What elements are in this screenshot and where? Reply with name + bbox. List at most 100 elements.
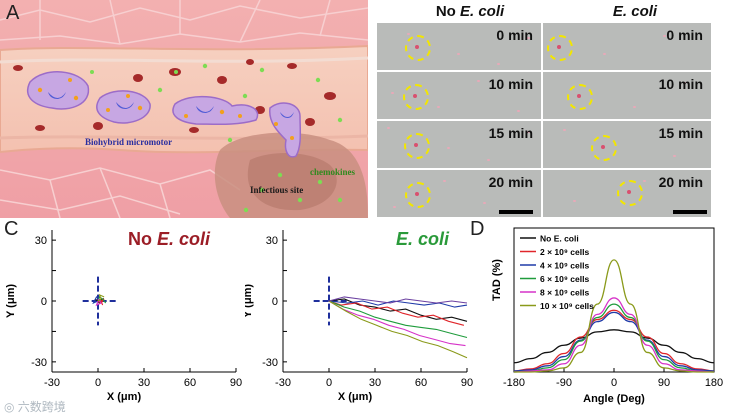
panel-c-letter: C	[4, 218, 19, 240]
panel-d-letter: D	[470, 218, 485, 240]
y-axis-label: TAD (%)	[491, 259, 503, 301]
x-tick-label: 60	[415, 377, 427, 389]
trajectory-track-4	[97, 296, 107, 304]
y-tick-label: -30	[262, 357, 278, 369]
scale-bar	[673, 210, 707, 214]
column-header-ecoli: E. coli	[575, 3, 695, 20]
tad-plot: -180 -90 0 90 180 Angle (Deg) TAD (%) No E. col…	[491, 227, 723, 405]
frame-no-ecoli-15: 15 min	[376, 120, 542, 169]
plot-title-ecoli: E. coli	[396, 229, 449, 250]
micromotor-cell	[415, 45, 419, 49]
plot-title-no-em: E. coli	[157, 229, 211, 249]
y-tick-label: 0	[272, 296, 278, 308]
panel-a: A Biohybrid micromotor chemokines Infect…	[0, 0, 369, 219]
x-tick-label: 90	[230, 377, 242, 389]
trajectory-track-5	[95, 298, 102, 307]
column-header-no-em: E. coli	[459, 3, 505, 20]
tad-curve-10-10-cells	[513, 259, 714, 373]
tad-curve-2-10-cells	[513, 309, 715, 372]
trajectory-track-2	[328, 300, 465, 326]
x-tick-label: 30	[369, 377, 381, 389]
x-axis-label: Angle (Deg)	[583, 393, 645, 405]
x-tick-label: 180	[705, 377, 723, 389]
tad-curve-6-10-cells	[513, 303, 715, 373]
x-tick-label: 60	[184, 377, 196, 389]
time-label: 15 min	[488, 125, 533, 141]
micromotor-cell	[557, 45, 561, 49]
trajectory-track-6	[97, 293, 105, 302]
x-tick-label: 0	[326, 377, 332, 389]
micromotor-cell	[601, 145, 605, 149]
legend-label: 6 × 10⁹ cells	[540, 274, 589, 284]
legend-label: 8 × 10⁹ cells	[540, 288, 589, 298]
tracking-ring	[405, 182, 431, 208]
x-axis-label: X (μm)	[338, 391, 373, 403]
tracking-ring	[591, 135, 617, 161]
frame-no-ecoli-10: 10 min	[376, 71, 542, 120]
micromotor-cell	[577, 94, 581, 98]
time-label: 20 min	[488, 174, 533, 190]
scale-bar	[499, 210, 533, 214]
micromotor-cell	[627, 190, 631, 194]
time-label: 20 min	[658, 174, 703, 190]
y-tick-label: -30	[31, 357, 47, 369]
panel-b: B No E. coli E. coli 0 min 10 min 15 min…	[370, 0, 730, 218]
frame-ecoli-0: 0 min	[542, 22, 712, 71]
frame-ecoli-10: 10 min	[542, 71, 712, 120]
x-tick-label: -180	[503, 377, 525, 389]
trajectory-track-5	[328, 300, 466, 347]
x-tick-label: 90	[461, 377, 473, 389]
micromotor-label: Biohybrid micromotor	[85, 137, 173, 147]
y-tick-label: 0	[41, 296, 47, 308]
tracking-ring	[405, 35, 431, 61]
panel-a-letter: A	[6, 2, 20, 24]
legend-label: 10 × 10⁹ cells	[540, 301, 594, 311]
tad-curve-No-E-coli	[513, 329, 715, 364]
trajectory-track-7	[328, 296, 468, 304]
x-tick-label: 0	[95, 377, 101, 389]
x-tick-label: 30	[138, 377, 150, 389]
micromotor-cell	[415, 192, 419, 196]
trajectory-track-6	[328, 300, 468, 359]
y-axis-label: Y (μm)	[245, 284, 254, 318]
y-tick-label: 30	[266, 235, 278, 247]
plot-title-no-prefix: No	[128, 229, 157, 249]
column-header-no-prefix: No	[435, 3, 460, 20]
blood-vessel-illustration	[0, 0, 369, 219]
frame-no-ecoli-0: 0 min	[376, 22, 542, 71]
time-label: 0 min	[666, 27, 703, 43]
frame-ecoli-15: 15 min	[542, 120, 712, 169]
x-tick-label: -30	[44, 377, 60, 389]
tracking-ring	[403, 84, 429, 110]
trajectory-track-4	[328, 300, 468, 339]
tracking-ring	[404, 133, 430, 159]
trajectory-track-3	[328, 300, 468, 308]
frame-ecoli-20: 20 min	[542, 169, 712, 218]
column-header-no-ecoli: No E. coli	[410, 3, 530, 20]
legend-label: No E. coli	[540, 234, 579, 244]
time-label: 10 min	[488, 76, 533, 92]
tracking-ring	[547, 35, 573, 61]
watermark: ◎ 六数跨境	[4, 400, 66, 414]
tad-curve-4-10-cells	[513, 311, 715, 372]
x-tick-label: 0	[611, 377, 617, 389]
time-label: 10 min	[658, 76, 703, 92]
time-label: 0 min	[496, 27, 533, 43]
plot-title-ecoli-em: E. coli	[396, 229, 450, 249]
micromotor-cell	[414, 143, 418, 147]
tracking-ring	[617, 180, 643, 206]
chemokines-label: chemokines	[310, 167, 355, 177]
y-axis-label: Y (μm)	[5, 284, 17, 318]
legend-label: 2 × 10⁹ cells	[540, 247, 589, 257]
x-tick-label: 90	[658, 377, 670, 389]
trajectory-plot-no-ecoli: -30 0 30 60 90 30 0 -30 X (μm) Y (μm)	[5, 230, 242, 403]
legend-label: 4 × 10⁹ cells	[540, 261, 589, 271]
infectious-site-label: Infectious site	[250, 185, 304, 195]
trajectory-plot-ecoli: -30 0 30 60 90 30 0 -30 X (μm) Y (μm)	[245, 230, 473, 403]
tracking-ring	[567, 84, 593, 110]
x-tick-label: -30	[275, 377, 291, 389]
x-axis-label: X (μm)	[107, 391, 142, 403]
micromotor-cell	[413, 94, 417, 98]
time-label: 15 min	[658, 125, 703, 141]
x-tick-label: -90	[556, 377, 572, 389]
